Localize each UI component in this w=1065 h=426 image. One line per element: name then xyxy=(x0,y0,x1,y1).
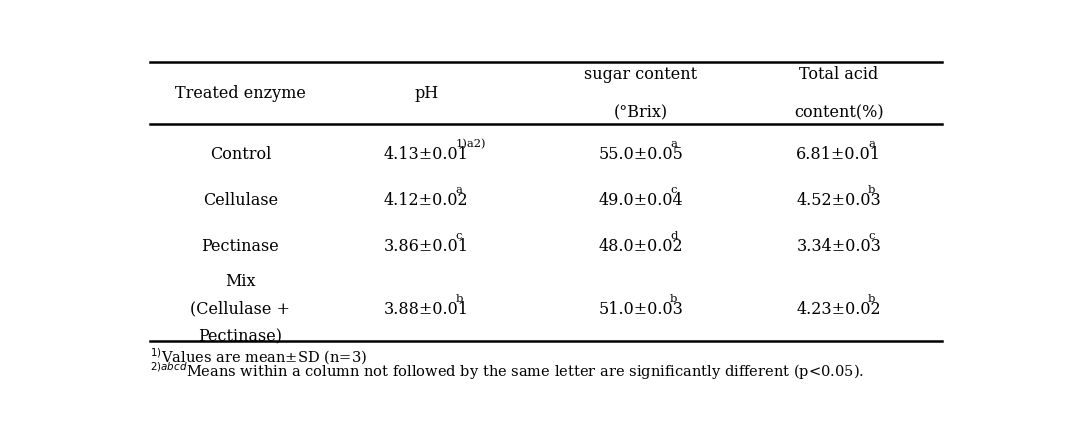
Text: content(%): content(%) xyxy=(794,104,884,121)
Text: sugar content: sugar content xyxy=(585,66,698,83)
Text: Pectinase): Pectinase) xyxy=(198,328,282,345)
Text: 1)a2): 1)a2) xyxy=(456,138,486,149)
Text: Total acid: Total acid xyxy=(799,66,879,83)
Text: pH: pH xyxy=(414,85,439,102)
Text: a: a xyxy=(670,139,676,149)
Text: d: d xyxy=(670,231,677,241)
Text: c: c xyxy=(670,185,676,195)
Text: a: a xyxy=(868,139,874,149)
Text: Mix: Mix xyxy=(225,272,256,289)
Text: 55.0±0.05: 55.0±0.05 xyxy=(599,146,683,163)
Text: b: b xyxy=(670,293,677,303)
Text: 51.0±0.03: 51.0±0.03 xyxy=(599,300,683,317)
Text: 49.0±0.04: 49.0±0.04 xyxy=(599,192,683,209)
Text: 3.34±0.03: 3.34±0.03 xyxy=(797,238,881,255)
Text: c: c xyxy=(868,231,874,241)
Text: 3.86±0.01: 3.86±0.01 xyxy=(383,238,469,255)
Text: 48.0±0.02: 48.0±0.02 xyxy=(599,238,683,255)
Text: Treated enzyme: Treated enzyme xyxy=(175,85,306,102)
Text: 4.13±0.01: 4.13±0.01 xyxy=(383,146,469,163)
Text: 4.23±0.02: 4.23±0.02 xyxy=(797,300,881,317)
Text: $^{1)}$Values are mean±SD (n=3): $^{1)}$Values are mean±SD (n=3) xyxy=(149,345,366,366)
Text: 3.88±0.01: 3.88±0.01 xyxy=(383,300,469,317)
Text: $^{2)abcd}$Means within a column not followed by the same letter are significant: $^{2)abcd}$Means within a column not fol… xyxy=(149,359,864,381)
Text: b: b xyxy=(456,293,462,303)
Text: 4.52±0.03: 4.52±0.03 xyxy=(797,192,881,209)
Text: 6.81±0.01: 6.81±0.01 xyxy=(797,146,882,163)
Text: b: b xyxy=(868,185,875,195)
Text: Pectinase: Pectinase xyxy=(201,238,279,255)
Text: Control: Control xyxy=(210,146,272,163)
Text: b: b xyxy=(868,293,875,303)
Text: 4.12±0.02: 4.12±0.02 xyxy=(383,192,469,209)
Text: (°Brix): (°Brix) xyxy=(613,104,668,121)
Text: c: c xyxy=(456,231,462,241)
Text: (Cellulase +: (Cellulase + xyxy=(191,300,291,317)
Text: Cellulase: Cellulase xyxy=(202,192,278,209)
Text: a: a xyxy=(456,185,462,195)
